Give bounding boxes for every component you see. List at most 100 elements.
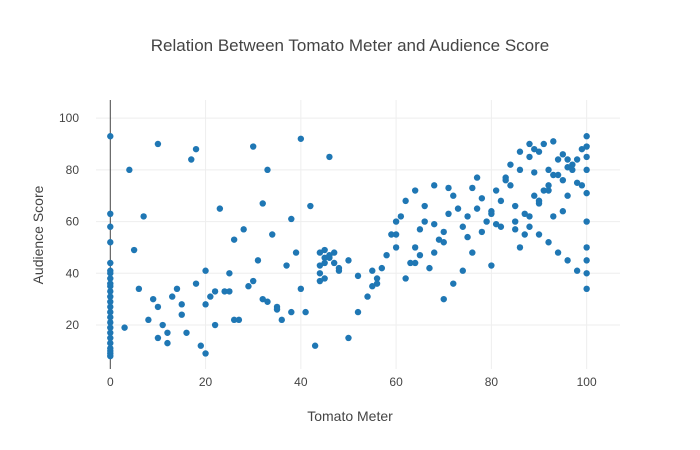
data-point bbox=[535, 148, 543, 155]
data-point bbox=[464, 213, 471, 220]
data-point bbox=[145, 316, 152, 324]
data-point bbox=[369, 267, 376, 274]
data-point bbox=[330, 249, 338, 256]
data-point bbox=[107, 223, 114, 230]
data-point bbox=[178, 301, 185, 308]
data-point bbox=[564, 156, 571, 163]
data-point bbox=[354, 308, 362, 316]
data-point bbox=[107, 275, 114, 282]
data-point bbox=[512, 202, 519, 210]
data-point bbox=[516, 244, 524, 251]
data-point bbox=[545, 239, 552, 246]
data-point bbox=[130, 246, 138, 254]
data-point bbox=[388, 231, 395, 238]
data-point bbox=[445, 184, 452, 192]
data-point bbox=[483, 218, 490, 225]
data-point bbox=[202, 301, 209, 308]
data-point bbox=[154, 140, 162, 148]
data-point bbox=[121, 324, 128, 331]
data-point bbox=[583, 189, 590, 197]
data-point bbox=[397, 213, 405, 220]
data-point bbox=[211, 288, 219, 295]
data-point bbox=[202, 267, 209, 274]
data-point bbox=[302, 308, 309, 316]
data-point bbox=[583, 143, 590, 150]
data-point bbox=[526, 223, 533, 230]
data-point bbox=[230, 236, 238, 243]
data-point bbox=[416, 251, 424, 259]
data-point bbox=[283, 262, 290, 269]
y-tick-label: 20 bbox=[66, 318, 80, 332]
data-point bbox=[192, 280, 200, 287]
data-point bbox=[326, 153, 333, 161]
x-tick-label: 20 bbox=[199, 375, 213, 389]
data-point bbox=[154, 334, 162, 342]
data-point bbox=[135, 285, 143, 293]
data-point bbox=[497, 197, 505, 205]
data-point bbox=[392, 231, 400, 238]
data-point bbox=[311, 342, 319, 349]
data-point bbox=[107, 298, 114, 305]
data-point bbox=[402, 197, 409, 205]
data-point bbox=[421, 218, 428, 225]
x-tick-label: 0 bbox=[107, 375, 114, 389]
data-point bbox=[573, 179, 581, 186]
data-point bbox=[540, 187, 547, 194]
data-point bbox=[140, 213, 147, 220]
data-point bbox=[126, 166, 133, 174]
data-point bbox=[259, 295, 266, 303]
data-point bbox=[550, 171, 557, 179]
data-point bbox=[107, 259, 114, 267]
data-point bbox=[288, 308, 295, 316]
data-point bbox=[202, 350, 209, 357]
data-point bbox=[354, 272, 362, 280]
data-point bbox=[250, 143, 257, 150]
data-point bbox=[583, 285, 590, 293]
data-point bbox=[583, 133, 590, 140]
data-point bbox=[378, 264, 386, 272]
data-point bbox=[492, 187, 500, 194]
data-point bbox=[411, 187, 419, 194]
data-point bbox=[564, 164, 571, 171]
data-point bbox=[440, 295, 447, 303]
data-point bbox=[292, 249, 300, 256]
data-point bbox=[431, 182, 438, 189]
data-point bbox=[188, 156, 195, 163]
x-tick-label: 100 bbox=[577, 375, 597, 389]
y-axis-title: Audience Score bbox=[30, 185, 46, 284]
data-point bbox=[554, 156, 562, 163]
data-point bbox=[107, 280, 114, 287]
data-point bbox=[345, 257, 352, 264]
data-point bbox=[478, 195, 486, 202]
data-point bbox=[107, 352, 114, 360]
data-point bbox=[197, 342, 204, 349]
data-point bbox=[321, 275, 328, 282]
data-point bbox=[107, 133, 114, 140]
data-point bbox=[416, 226, 424, 233]
data-point bbox=[183, 329, 190, 336]
data-point bbox=[264, 166, 271, 174]
data-point bbox=[421, 202, 428, 210]
data-point bbox=[469, 184, 476, 192]
data-point bbox=[392, 218, 400, 225]
data-point bbox=[316, 277, 324, 285]
data-point bbox=[535, 231, 543, 238]
data-point bbox=[431, 249, 438, 256]
data-point bbox=[169, 293, 176, 300]
data-point bbox=[454, 205, 462, 212]
chart-title: Relation Between Tomato Meter and Audien… bbox=[151, 36, 550, 55]
data-point bbox=[531, 169, 538, 176]
data-point bbox=[583, 244, 590, 251]
data-point bbox=[459, 223, 466, 230]
data-point bbox=[526, 153, 533, 161]
data-point bbox=[178, 311, 185, 318]
data-point bbox=[259, 200, 266, 207]
data-point bbox=[211, 321, 219, 329]
data-point bbox=[273, 306, 281, 313]
data-point bbox=[478, 228, 486, 236]
data-point bbox=[235, 316, 243, 324]
data-point bbox=[107, 303, 114, 311]
data-point bbox=[535, 197, 543, 205]
data-point bbox=[264, 298, 271, 305]
